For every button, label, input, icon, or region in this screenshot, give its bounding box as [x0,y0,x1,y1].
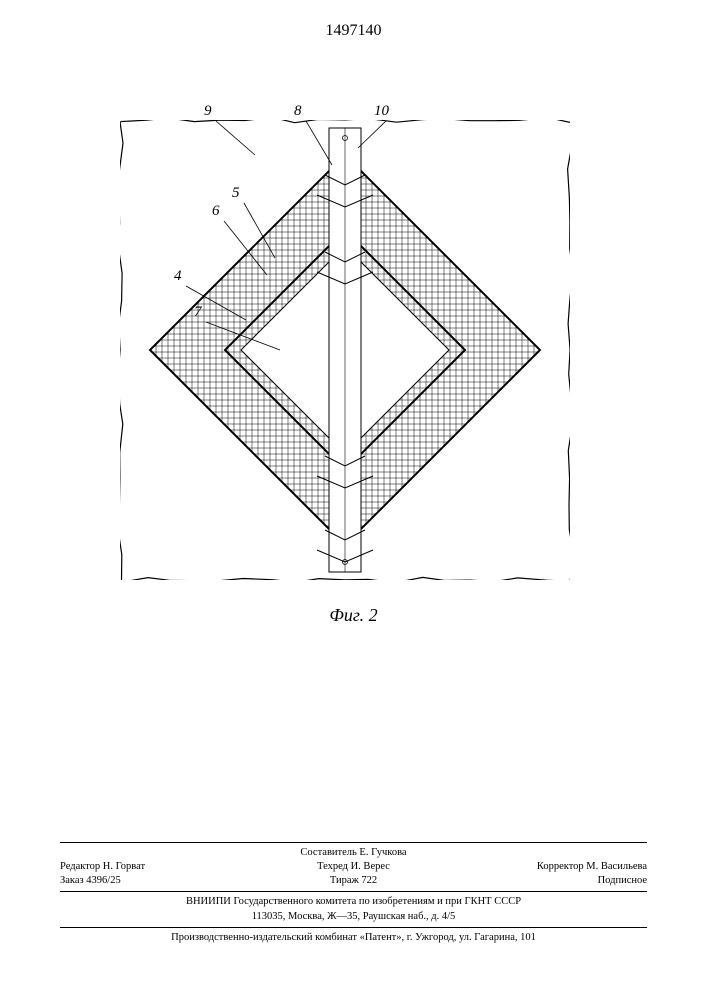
figure-area [120,100,570,600]
callout-8: 8 [294,103,302,120]
figure-caption: Фиг. 2 [329,605,377,626]
figure-svg [120,100,570,600]
footer-podpisnoe: Подписное [451,874,647,888]
callout-5: 5 [232,185,240,202]
footer-techred: Техред И. Верес [256,860,452,874]
footer: Составитель Е. Гучкова Редактор Н. Горва… [60,839,647,945]
footer-line2: 113035, Москва, Ж—35, Раушская наб., д. … [60,910,647,924]
callout-10: 10 [374,103,389,120]
page-number: 1497140 [326,22,382,40]
callout-7: 7 [194,304,202,321]
footer-editor: Редактор Н. Горват [60,860,256,874]
footer-tirazh: Тираж 722 [256,874,452,888]
footer-compiler: Составитель Е. Гучкова [60,846,647,860]
footer-line3: Производственно-издательский комбинат «П… [60,931,647,945]
footer-corrector: Корректор М. Васильева [451,860,647,874]
callout-6: 6 [212,203,220,220]
footer-line1: ВНИИПИ Государственного комитета по изоб… [60,895,647,909]
footer-order: Заказ 4396/25 [60,874,256,888]
callout-4: 4 [174,268,182,285]
callout-9: 9 [204,103,212,120]
